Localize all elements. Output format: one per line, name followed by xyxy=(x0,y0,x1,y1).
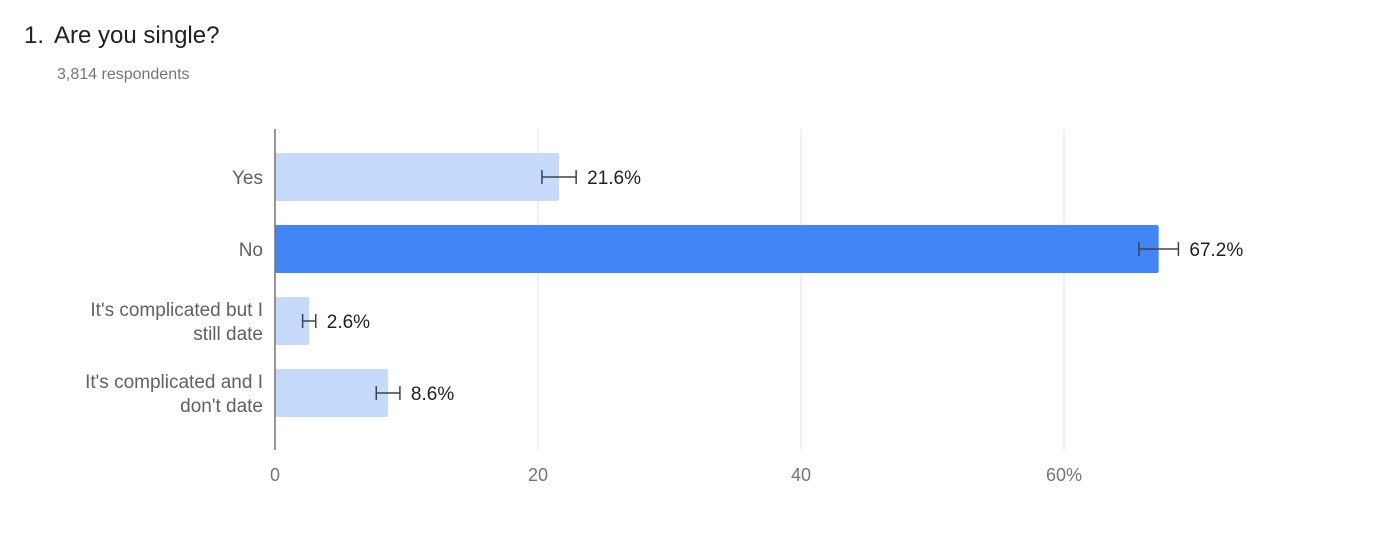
data-label: 21.6% xyxy=(587,168,641,189)
bar xyxy=(275,153,560,201)
bar xyxy=(275,369,389,417)
x-tick-label: 0 xyxy=(270,465,280,485)
x-tick-label: 40 xyxy=(791,465,811,485)
question-number: 1. xyxy=(24,22,45,49)
bar xyxy=(275,297,310,345)
error-bars xyxy=(301,170,1180,400)
x-tick-label: 60% xyxy=(1046,465,1082,485)
bars xyxy=(275,153,1159,417)
data-label: 8.6% xyxy=(411,384,454,405)
error-bar xyxy=(375,386,401,400)
category-label: No xyxy=(239,240,263,261)
respondent-count: 3,814 respondents xyxy=(57,66,190,83)
error-bar xyxy=(301,314,317,328)
x-tick-label: 20 xyxy=(528,465,548,485)
data-label: 67.2% xyxy=(1189,240,1243,261)
error-bar xyxy=(541,170,577,184)
category-label: Yes xyxy=(232,168,263,189)
labels: 0 20 40 60% 21.6% Yes 67.2% No 2.6% It's complica… xyxy=(85,168,1243,485)
question-text: Are you single? xyxy=(54,22,220,49)
question-title: 1. Are you single? xyxy=(24,22,219,50)
error-bar xyxy=(1138,242,1180,256)
bar xyxy=(275,225,1159,273)
data-label: 2.6% xyxy=(327,312,370,333)
